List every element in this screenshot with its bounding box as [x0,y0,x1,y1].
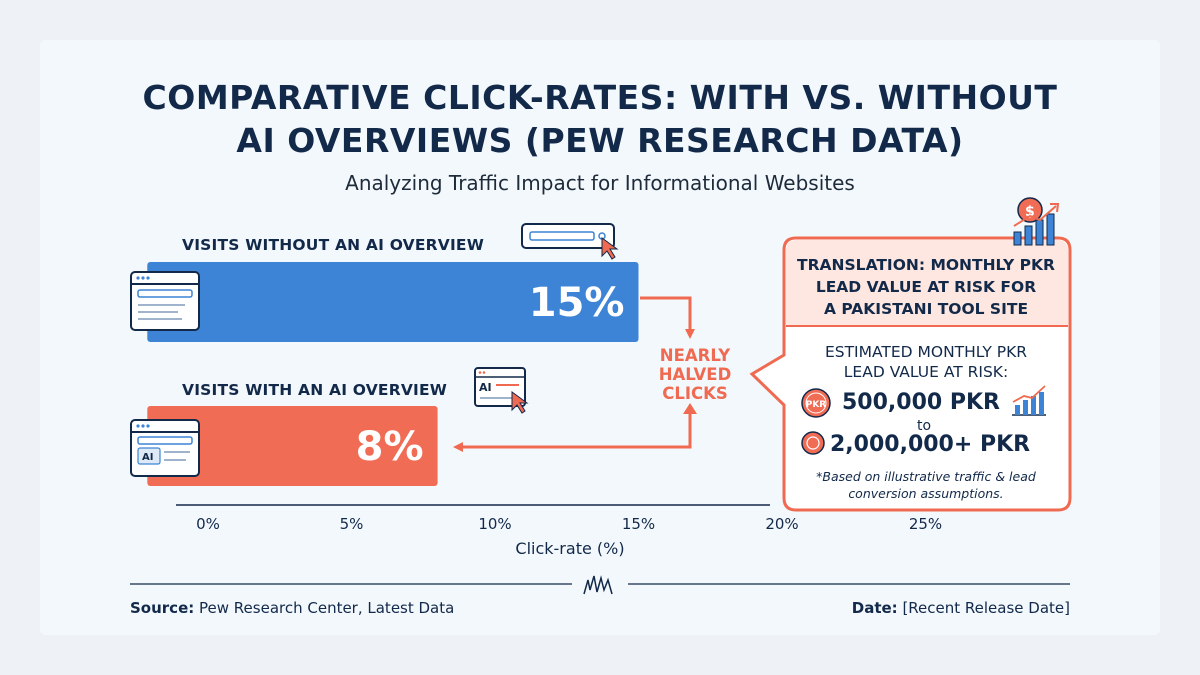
x-tick-label: 20% [765,515,799,533]
x-tick-label: 0% [196,515,220,533]
money-symbol: $ [1025,204,1035,220]
bar-with [147,406,438,486]
footnote-line-1: *Based on illustrative traffic & lead [816,469,1036,484]
halved-line-3: CLICKS [662,384,728,403]
x-tick-label: 15% [621,515,656,533]
date-value: [Recent Release Date] [897,599,1070,617]
callout-title-line-3: A PAKISTANI TOOL SITE [823,300,1029,318]
ai-overview-icon-text: AI [479,381,492,394]
halved-annotation: NEARLY HALVED CLICKS [640,346,750,403]
source-value: Pew Research Center, Latest Data [194,599,455,617]
date-label: Date: [851,599,898,617]
cursor-icon [601,237,619,260]
coin-icon [801,431,825,455]
x-tick-label: 25% [908,515,943,533]
estimate-label: ESTIMATED MONTHLY PKR LEAD VALUE AT RISK… [784,342,1068,382]
range-to-text: to [916,418,932,434]
cursor-icon-2 [511,391,529,414]
chart-title-line-2: AI OVERVIEWS (PEW RESEARCH DATA) [236,121,964,160]
x-axis-label: Click-rate (%) [515,539,625,558]
ai-window-icon: AI [130,419,200,477]
sparkline-icon [583,575,613,595]
bar-label-with: VISITS WITH AN AI OVERVIEW [182,381,448,399]
bar-with-value-label: 8% [356,424,424,470]
footnote: *Based on illustrative traffic & lead co… [800,468,1052,502]
range-low-value: 500,000 PKR [842,390,1000,415]
browser-window-icon [130,271,200,331]
range-high-value: 2,000,000+ PKR [830,432,1031,457]
estimate-label-line-2: LEAD VALUE AT RISK: [843,363,1009,381]
x-tick-label: 10% [478,515,512,533]
connector-arrow-down [640,296,695,339]
callout-title-line-2: LEAD VALUE AT RISK FOR [815,278,1037,296]
estimate-label-line-1: ESTIMATED MONTHLY PKR [824,343,1028,361]
pkr-badge-text: PKR [806,400,827,410]
arrowhead-up [683,403,697,414]
connector-arrow-left [453,412,692,452]
bar-without-value-label: 15% [529,280,625,326]
source-label: Source: [130,599,195,617]
halved-line-1: NEARLY [659,346,731,365]
chart-subtitle: Analyzing Traffic Impact for Information… [345,171,855,195]
x-tick-label: 5% [339,515,364,533]
callout-box [749,236,1072,512]
money-growth-icon: $ [1013,197,1060,246]
bar-without [147,262,639,342]
halved-line-2: HALVED [658,365,732,384]
bar-label-without: VISITS WITHOUT AN AI OVERVIEW [182,236,485,254]
callout-title: TRANSLATION: MONTHLY PKR LEAD VALUE AT R… [784,254,1068,320]
footer-source: Source: Pew Research Center, Latest Data [130,599,454,617]
ai-icon-text: AI [142,452,153,463]
callout-title-line-1: TRANSLATION: MONTHLY PKR [797,256,1055,274]
search-bar-icon [521,223,615,249]
pkr-badge-icon: PKR [801,388,831,418]
growth-chart-icon [1012,385,1046,416]
footnote-line-2: conversion assumptions. [848,486,1004,501]
footer-date: Date: [Recent Release Date] [852,599,1070,617]
chart-title-line-1: COMPARATIVE CLICK-RATES: WITH VS. WITHOU… [142,78,1058,117]
